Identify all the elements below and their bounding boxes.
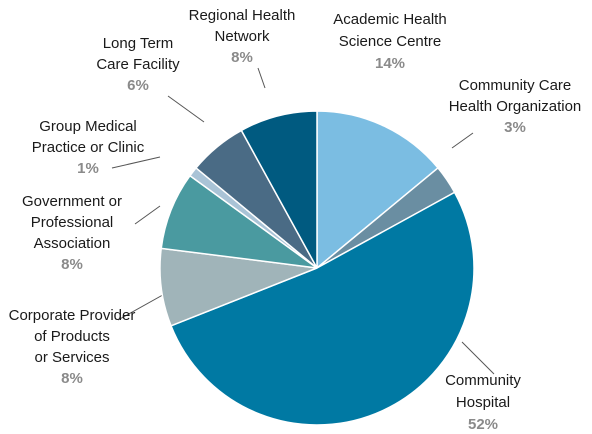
slice-label: Academic Health Science Centre xyxy=(333,11,446,50)
slice-value-label: 8% xyxy=(61,370,83,387)
slice-label: Community Hospital xyxy=(445,372,521,411)
slice-value-label: 3% xyxy=(504,119,526,136)
leader-line xyxy=(167,95,205,123)
slice-label: Government or Professional Association xyxy=(22,193,122,252)
slice-label: Long Term Care Facility xyxy=(96,35,180,73)
leader-line xyxy=(257,67,266,89)
slice-label: Corporate Provider of Products or Services xyxy=(9,307,136,366)
slice-label: Community Care Health Organization xyxy=(449,77,582,115)
slice-value-label: 8% xyxy=(61,256,83,273)
pie-slice xyxy=(316,110,440,270)
pie-slice xyxy=(170,191,475,426)
slice-value-label: 8% xyxy=(231,49,253,66)
leader-line xyxy=(451,132,474,149)
leader-line xyxy=(461,341,495,375)
slice-value-label: 6% xyxy=(127,77,149,94)
leader-line xyxy=(134,205,161,225)
slice-value-label: 1% xyxy=(77,160,99,177)
slice-value-label: 14% xyxy=(375,55,405,72)
leader-line xyxy=(111,156,161,169)
pie-slice xyxy=(240,110,318,269)
slice-label: Regional Health Network xyxy=(189,7,296,45)
leader-lines xyxy=(111,67,495,375)
slice-label: Group Medical Practice or Clinic xyxy=(32,118,145,156)
slice-value-label: 52% xyxy=(468,416,498,433)
